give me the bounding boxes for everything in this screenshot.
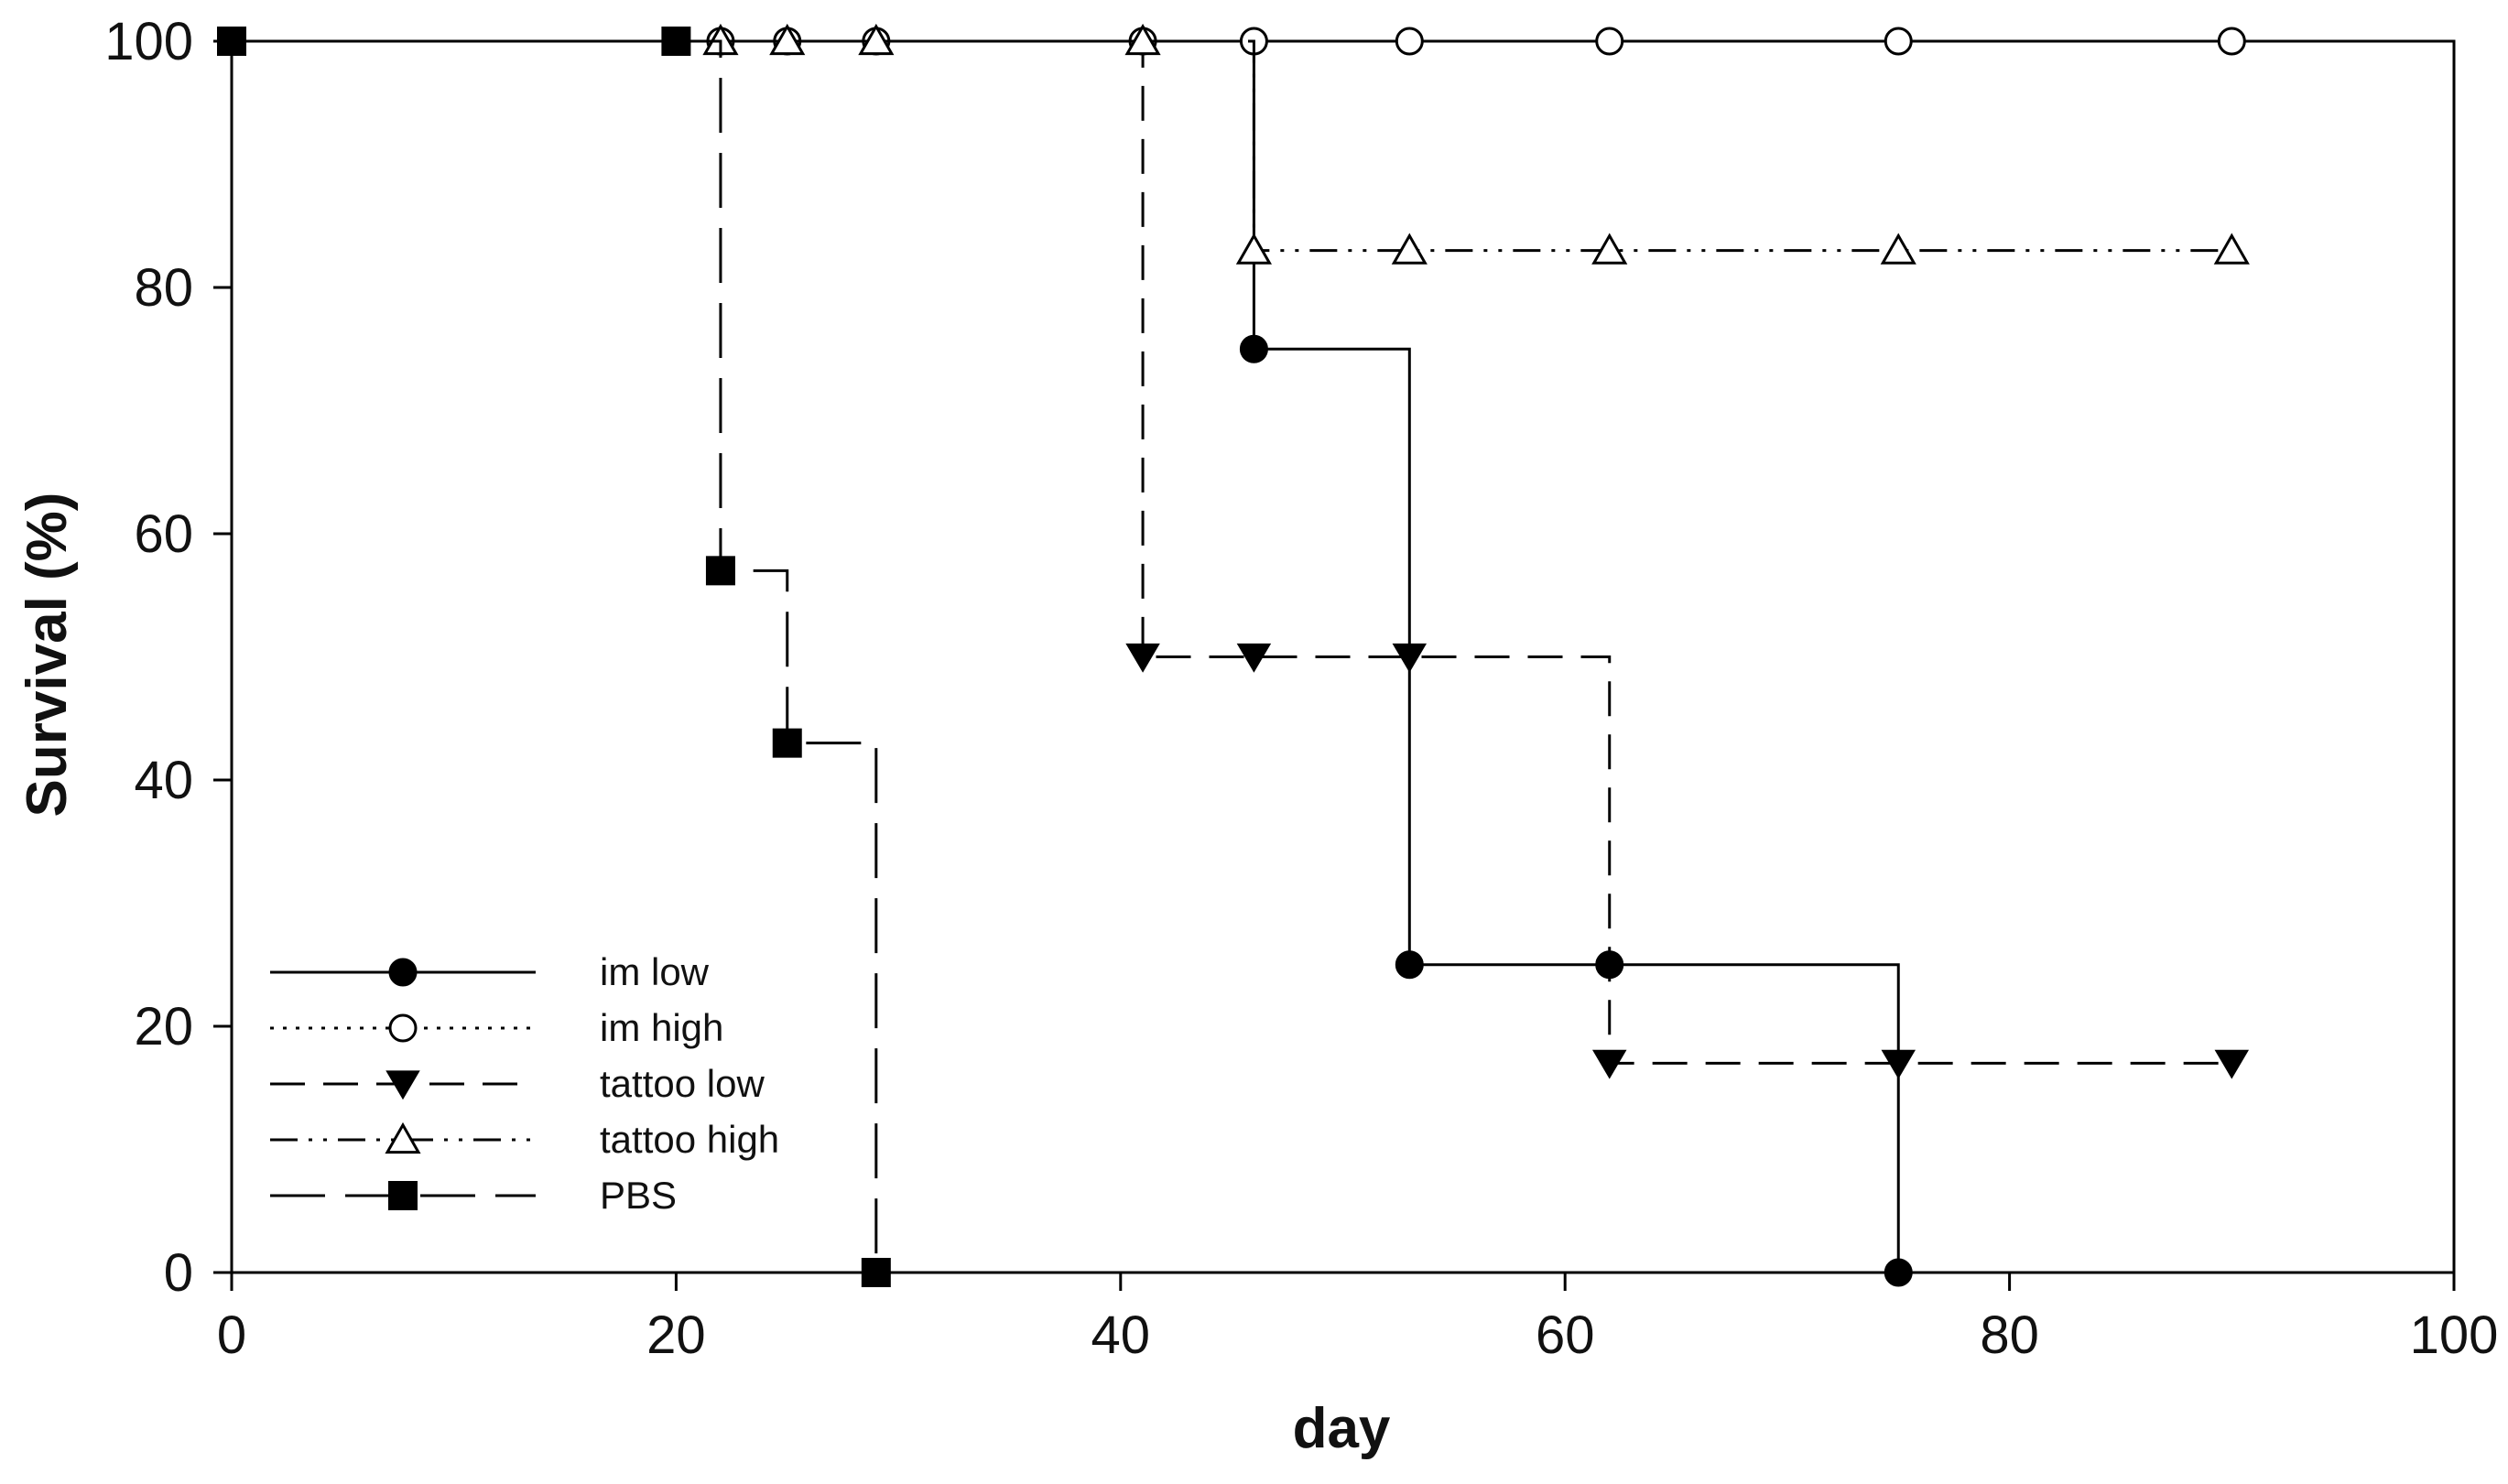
data-point bbox=[1236, 643, 1272, 673]
data-point bbox=[1391, 233, 1428, 265]
data-point bbox=[2213, 233, 2250, 265]
plot-border bbox=[230, 39, 2456, 1274]
data-point bbox=[1881, 1049, 1916, 1079]
data-point bbox=[1392, 643, 1428, 673]
data-point bbox=[661, 27, 691, 56]
data-point bbox=[1395, 27, 1424, 56]
series-im-low bbox=[217, 27, 1913, 1287]
y-tick-label: 0 bbox=[164, 1243, 193, 1303]
data-point bbox=[1239, 334, 1268, 363]
data-point bbox=[769, 23, 806, 56]
x-axis-label: day bbox=[1293, 1397, 1391, 1460]
legend-label: PBS bbox=[600, 1174, 677, 1217]
x-tick-label: 20 bbox=[646, 1305, 706, 1365]
legend-item: im low bbox=[270, 950, 710, 993]
legend-label: im low bbox=[600, 950, 710, 993]
y-tick-label: 40 bbox=[134, 751, 193, 810]
data-point bbox=[2217, 27, 2246, 56]
x-tick-label: 100 bbox=[2410, 1305, 2499, 1365]
series-pbs bbox=[217, 27, 891, 1287]
series-line bbox=[232, 39, 878, 1273]
legend-item: PBS bbox=[270, 1174, 677, 1217]
y-tick-label: 100 bbox=[104, 12, 193, 71]
data-point bbox=[1884, 27, 1913, 56]
x-tick-label: 40 bbox=[1091, 1305, 1151, 1365]
legend-marker bbox=[388, 1181, 418, 1210]
y-tick-label: 20 bbox=[134, 997, 193, 1056]
data-point bbox=[772, 728, 802, 758]
data-point bbox=[705, 556, 735, 586]
y-tick-label: 80 bbox=[134, 258, 193, 318]
data-point bbox=[1395, 950, 1424, 980]
series-line bbox=[232, 39, 2232, 253]
data-point bbox=[858, 23, 895, 56]
legend-marker bbox=[385, 1070, 420, 1100]
y-tick-label: 60 bbox=[134, 504, 193, 564]
series-line bbox=[232, 39, 1900, 1273]
series-tattoo-low bbox=[232, 39, 2250, 1079]
legend-label: tattoo high bbox=[600, 1118, 779, 1161]
legend-item: im high bbox=[270, 1006, 723, 1049]
plot-frame bbox=[230, 39, 2456, 1274]
legend-label: im high bbox=[600, 1006, 723, 1049]
series-tattoo-high bbox=[232, 23, 2250, 265]
series-line bbox=[232, 39, 2232, 1065]
data-point bbox=[1595, 27, 1624, 56]
x-tick-label: 80 bbox=[1980, 1305, 2039, 1365]
data-point bbox=[1591, 233, 1628, 265]
legend-marker bbox=[385, 1121, 421, 1154]
x-tick-label: 0 bbox=[217, 1305, 246, 1365]
series-layer bbox=[217, 23, 2250, 1287]
data-point bbox=[1884, 1258, 1913, 1287]
x-tick-label: 60 bbox=[1536, 1305, 1595, 1365]
legend-label: tattoo low bbox=[600, 1062, 765, 1105]
data-point bbox=[2214, 1049, 2250, 1079]
legend-marker bbox=[388, 1013, 418, 1043]
legend-item: tattoo low bbox=[270, 1062, 765, 1105]
data-point bbox=[861, 1258, 891, 1287]
y-axis-ticks: 0 20 40 60 80 100 bbox=[104, 12, 232, 1303]
legend: im low im high tattoo low tattoo high PBS bbox=[270, 950, 779, 1217]
data-point bbox=[1235, 233, 1273, 265]
legend-item: tattoo high bbox=[270, 1118, 779, 1161]
data-point bbox=[1125, 643, 1160, 673]
data-point bbox=[1124, 23, 1161, 56]
data-point bbox=[1880, 233, 1916, 265]
y-axis-label: Survival (%) bbox=[16, 493, 79, 818]
data-point bbox=[1591, 1049, 1627, 1079]
legend-marker bbox=[388, 958, 418, 987]
x-axis-ticks: 0 20 40 60 80 100 bbox=[217, 1273, 2499, 1365]
